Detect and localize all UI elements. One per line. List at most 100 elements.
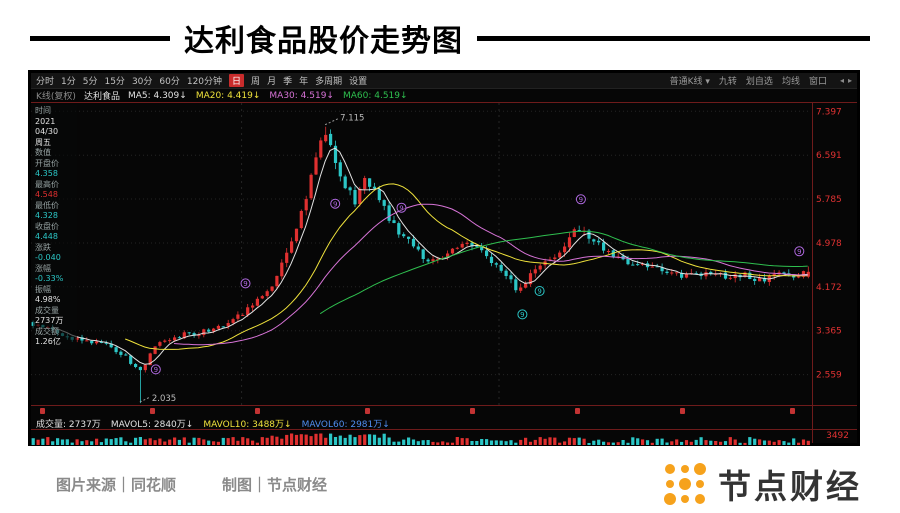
volume-bars [31,430,857,445]
dividend-marker [574,408,580,414]
period-tab[interactable]: 日 [229,74,245,87]
ma-value: MA20: 4.419↓ [195,90,261,101]
volume-stat: 成交量: 2737万 [36,419,101,430]
dividend-marker [40,408,46,414]
logo-text: 节点财经 [718,467,862,506]
info-row: 4.358 [35,169,58,178]
info-row: 开盘价 [35,158,59,168]
candlestick-chart: 7.397 6.591 5.785 4.978 4.172 3.365 2.559 7.115… [31,103,857,405]
toolbar-tools: 普通K线 ▾ 九转 划自选 均线 窗口 [670,74,836,87]
info-row: 2021 [35,116,56,126]
period-tab[interactable]: 1分 [61,77,76,87]
info-row: 最低价 [35,200,59,210]
svg-text:5.785: 5.785 [816,195,842,205]
info-row: 4.98% [35,295,61,304]
period-tab[interactable]: 周 [251,77,261,87]
dividend-marker [254,408,260,414]
dividend-marker [470,408,476,414]
stock-name: 达利食品 [83,92,120,102]
toolbar-tool[interactable]: 九转 [718,77,737,87]
brand-logo: 节点财经 [662,460,862,508]
page-title: 达利食品股价走势图 [184,24,463,59]
volume-stat: MAVOL5: 2840万↓ [110,419,194,430]
period-tab[interactable]: 设置 [349,77,368,87]
toolbar-tool[interactable]: 均线 [781,77,800,87]
info-row: -0.33% [35,274,64,283]
right-axis-line [812,102,813,443]
period-tab[interactable]: 分时 [36,77,55,87]
svg-text:9: 9 [399,204,403,212]
info-row: 周五 [35,137,51,147]
ma-value: MA5: 4.309↓ [127,90,187,101]
period-tab[interactable]: 多周期 [315,77,343,87]
footer: 图片来源｜同花顺 制图｜节点财经 节点财经 [56,460,862,508]
logo-icon [664,463,706,505]
period-tab[interactable]: 季 [283,77,293,87]
svg-text:9: 9 [537,288,541,296]
svg-text:6.591: 6.591 [816,151,842,161]
nav-left-icon[interactable]: ◂ [839,76,844,85]
svg-text:9: 9 [520,311,524,319]
svg-text:9: 9 [333,200,337,208]
ma-value: MA60: 4.519↓ [342,90,408,101]
svg-text:7.397: 7.397 [816,107,842,117]
volume-pane: 3492 [31,429,857,445]
period-tab[interactable]: 60分 [159,77,180,87]
svg-text:2.035: 2.035 [152,394,176,404]
info-row: 4.548 [35,190,58,199]
svg-text:9: 9 [154,366,158,374]
toolbar-tool[interactable]: 划自选 [745,77,773,87]
image-source-credit: 图片来源｜同花顺 [56,475,177,494]
svg-text:4.978: 4.978 [816,239,842,249]
header: 达利食品股价走势图 [30,16,870,60]
nav-right-icon[interactable]: ▸ [847,76,852,85]
ma-indicator-row: K线(复权) 达利食品 MA5: 4.309↓ MA20: 4.419↓ MA30:… [31,89,857,102]
dividend-marker [789,408,795,414]
period-tab[interactable]: 月 [267,77,277,87]
info-row: 2737万 [35,316,64,325]
period-tab[interactable]: 5分 [82,77,98,87]
price-info-panel: 时间 2021 04/30 周五 数值 开盘价 4.358 最高价 4.548 最低价 4.328 收… [33,105,77,349]
svg-text:3.365: 3.365 [816,327,842,337]
svg-text:4.172: 4.172 [816,283,842,293]
chart-maker-credit: 制图｜节点财经 [222,475,328,494]
volume-stat: MAVOL10: 3488万↓ [203,419,292,430]
title-rule-left [30,35,170,41]
toolbar-tool[interactable]: 窗口 [808,77,827,87]
info-row: 数值 [35,148,51,157]
info-row: 4.448 [35,232,58,241]
ma-value: MA30: 4.519↓ [269,90,334,101]
dividend-marker [364,408,370,414]
info-row: -0.040 [35,253,61,262]
ma-values: MA5: 4.309↓ MA20: 4.419↓ MA30: 4.519↓ MA60:… [128,91,417,101]
svg-text:9: 9 [579,196,583,204]
page: 达利食品股价走势图 分时 1分 5分 15分 30分 60分 120分钟日周月季年多周期 设置… [0,16,900,513]
info-row: 时间 [35,106,51,115]
info-row: 最高价 [35,179,59,189]
info-row: 涨跌 [35,242,51,252]
volume-stat: MAVOL60: 2981万↓ [301,419,390,430]
svg-text:2.559: 2.559 [816,371,842,381]
info-row: 4.328 [35,211,58,220]
dividend-marker [150,408,156,414]
period-tab[interactable]: 年 [299,77,309,87]
date-axis [31,405,857,417]
svg-text:7.115: 7.115 [340,114,364,124]
volume-indicator-row: 成交量: 2737万 MAVOL5: 2840万↓ MAVOL10: 3488万↓ M… [31,417,857,430]
info-row: 成交额 [35,326,59,336]
svg-text:9: 9 [797,248,801,256]
price-chart-canvas[interactable]: 7.397 6.591 5.785 4.978 4.172 3.365 2.559 7.115… [31,102,857,405]
dividend-marker [679,408,685,414]
toolbar-tool[interactable]: 普通K线 ▾ [669,77,710,87]
info-row: 1.26亿 [35,337,61,346]
period-tab[interactable]: 15分 [104,77,125,87]
info-row: 成交量 [35,305,59,315]
kline-type-label: K线(复权) [36,92,76,102]
volume-axis-max: 3492 [826,431,849,441]
period-tab[interactable]: 30分 [131,77,153,87]
title-rule-right [477,35,870,41]
info-row: 收盘价 [35,221,59,231]
chart-toolbar: 分时 1分 5分 15分 30分 60分 120分钟日周月季年多周期 设置 普通K线 ▾ 九转划… [31,73,857,89]
period-tabs: 分时 1分 5分 15分 30分 60分 120分钟日周月季年多周期 设置 [36,74,374,87]
period-tab[interactable]: 120分钟 [186,77,223,87]
